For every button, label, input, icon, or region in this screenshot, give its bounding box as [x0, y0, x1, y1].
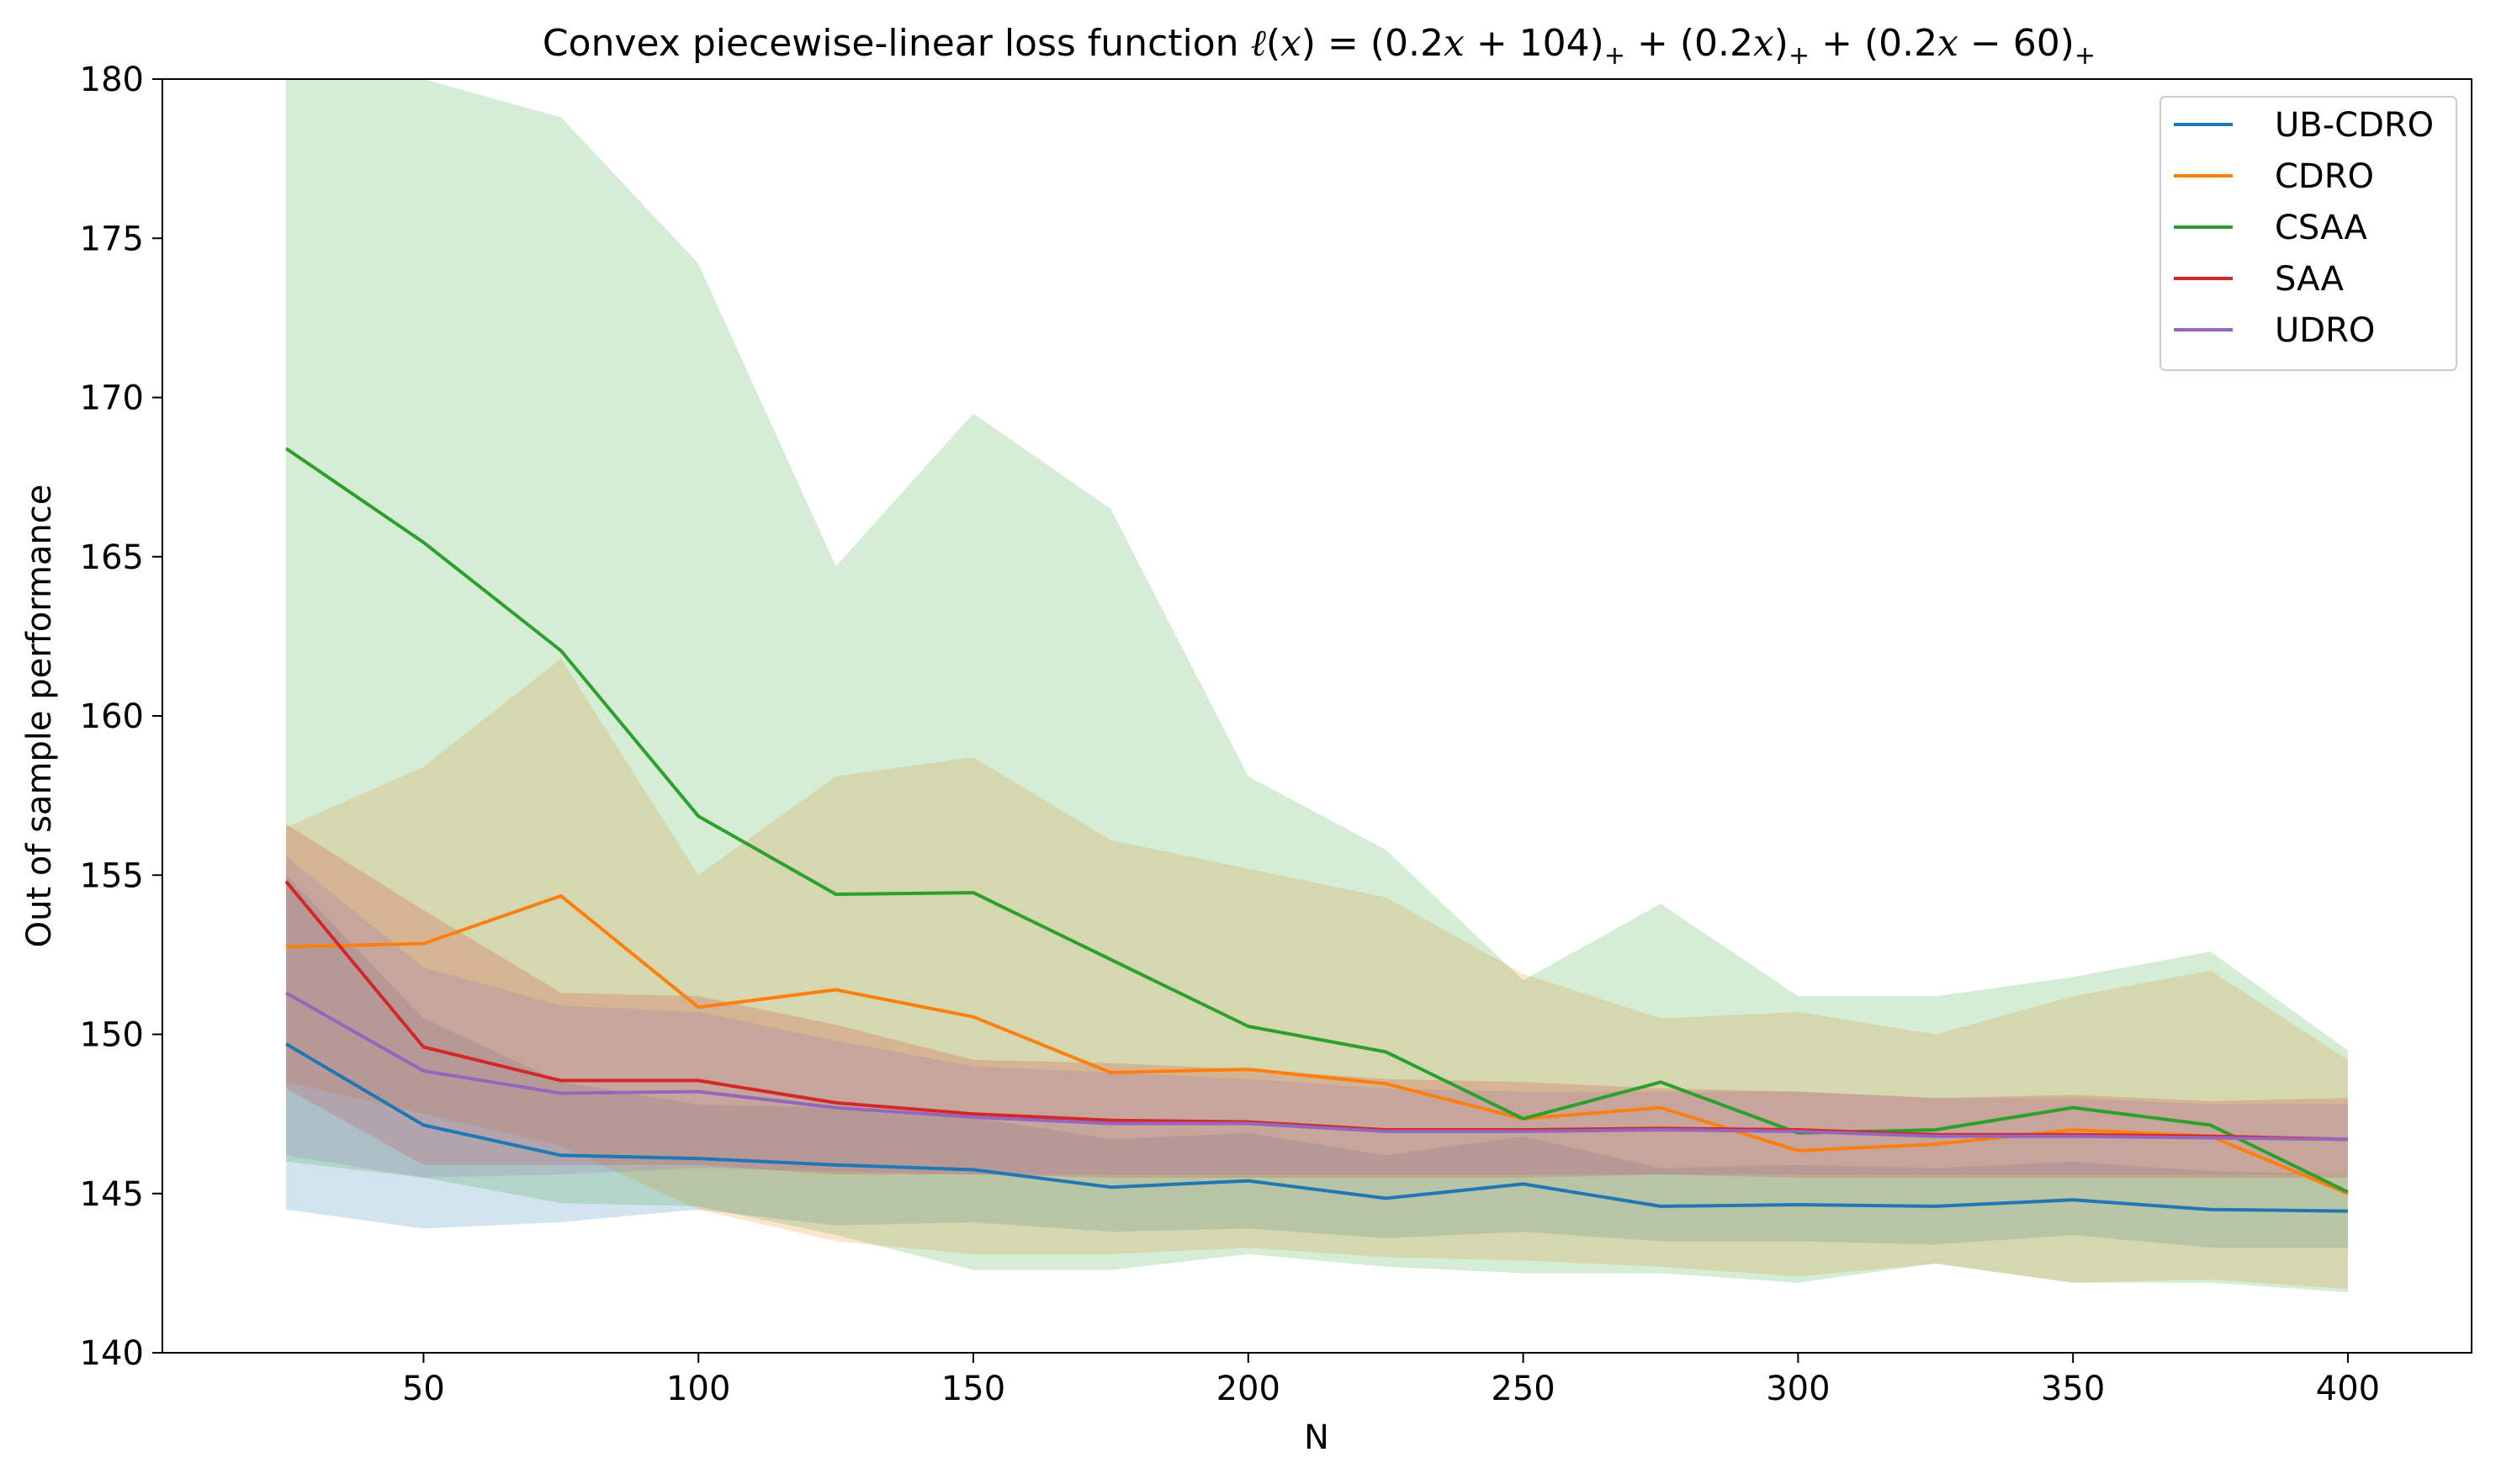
y-tick-label: 170 — [80, 379, 144, 418]
y-tick-label: 155 — [80, 856, 144, 895]
y-tick-label: 165 — [80, 538, 144, 577]
x-tick-label: 250 — [1491, 1370, 1555, 1408]
x-tick-label: 50 — [402, 1370, 445, 1408]
chart-title: Convex piecewise-linear loss function ℓ(… — [543, 22, 2096, 71]
y-tick-label: 145 — [80, 1175, 144, 1214]
legend-label-saa: SAA — [2275, 260, 2345, 299]
y-axis-label: Out of sample performance — [20, 485, 59, 948]
y-tick-label: 175 — [80, 220, 144, 258]
y-tick-label: 140 — [80, 1334, 144, 1373]
y-tick-label: 180 — [80, 61, 144, 99]
x-tick-label: 400 — [2316, 1370, 2380, 1408]
legend-label-udro: UDRO — [2275, 311, 2375, 350]
x-tick-label: 150 — [941, 1370, 1005, 1408]
y-tick-label: 150 — [80, 1016, 144, 1055]
x-axis-label: N — [1304, 1418, 1329, 1457]
legend-label-csaa: CSAA — [2275, 209, 2368, 247]
x-tick-label: 300 — [1766, 1370, 1830, 1408]
legend-label-ub-cdro: UB-CDRO — [2275, 106, 2434, 145]
y-tick-label: 160 — [80, 697, 144, 736]
x-tick-label: 350 — [2041, 1370, 2105, 1408]
x-tick-label: 100 — [666, 1370, 730, 1408]
legend: UB-CDRO CDRO CSAA SAA UDRO — [2160, 97, 2456, 370]
x-tick-label: 200 — [1216, 1370, 1280, 1408]
legend-label-cdro: CDRO — [2275, 157, 2374, 196]
